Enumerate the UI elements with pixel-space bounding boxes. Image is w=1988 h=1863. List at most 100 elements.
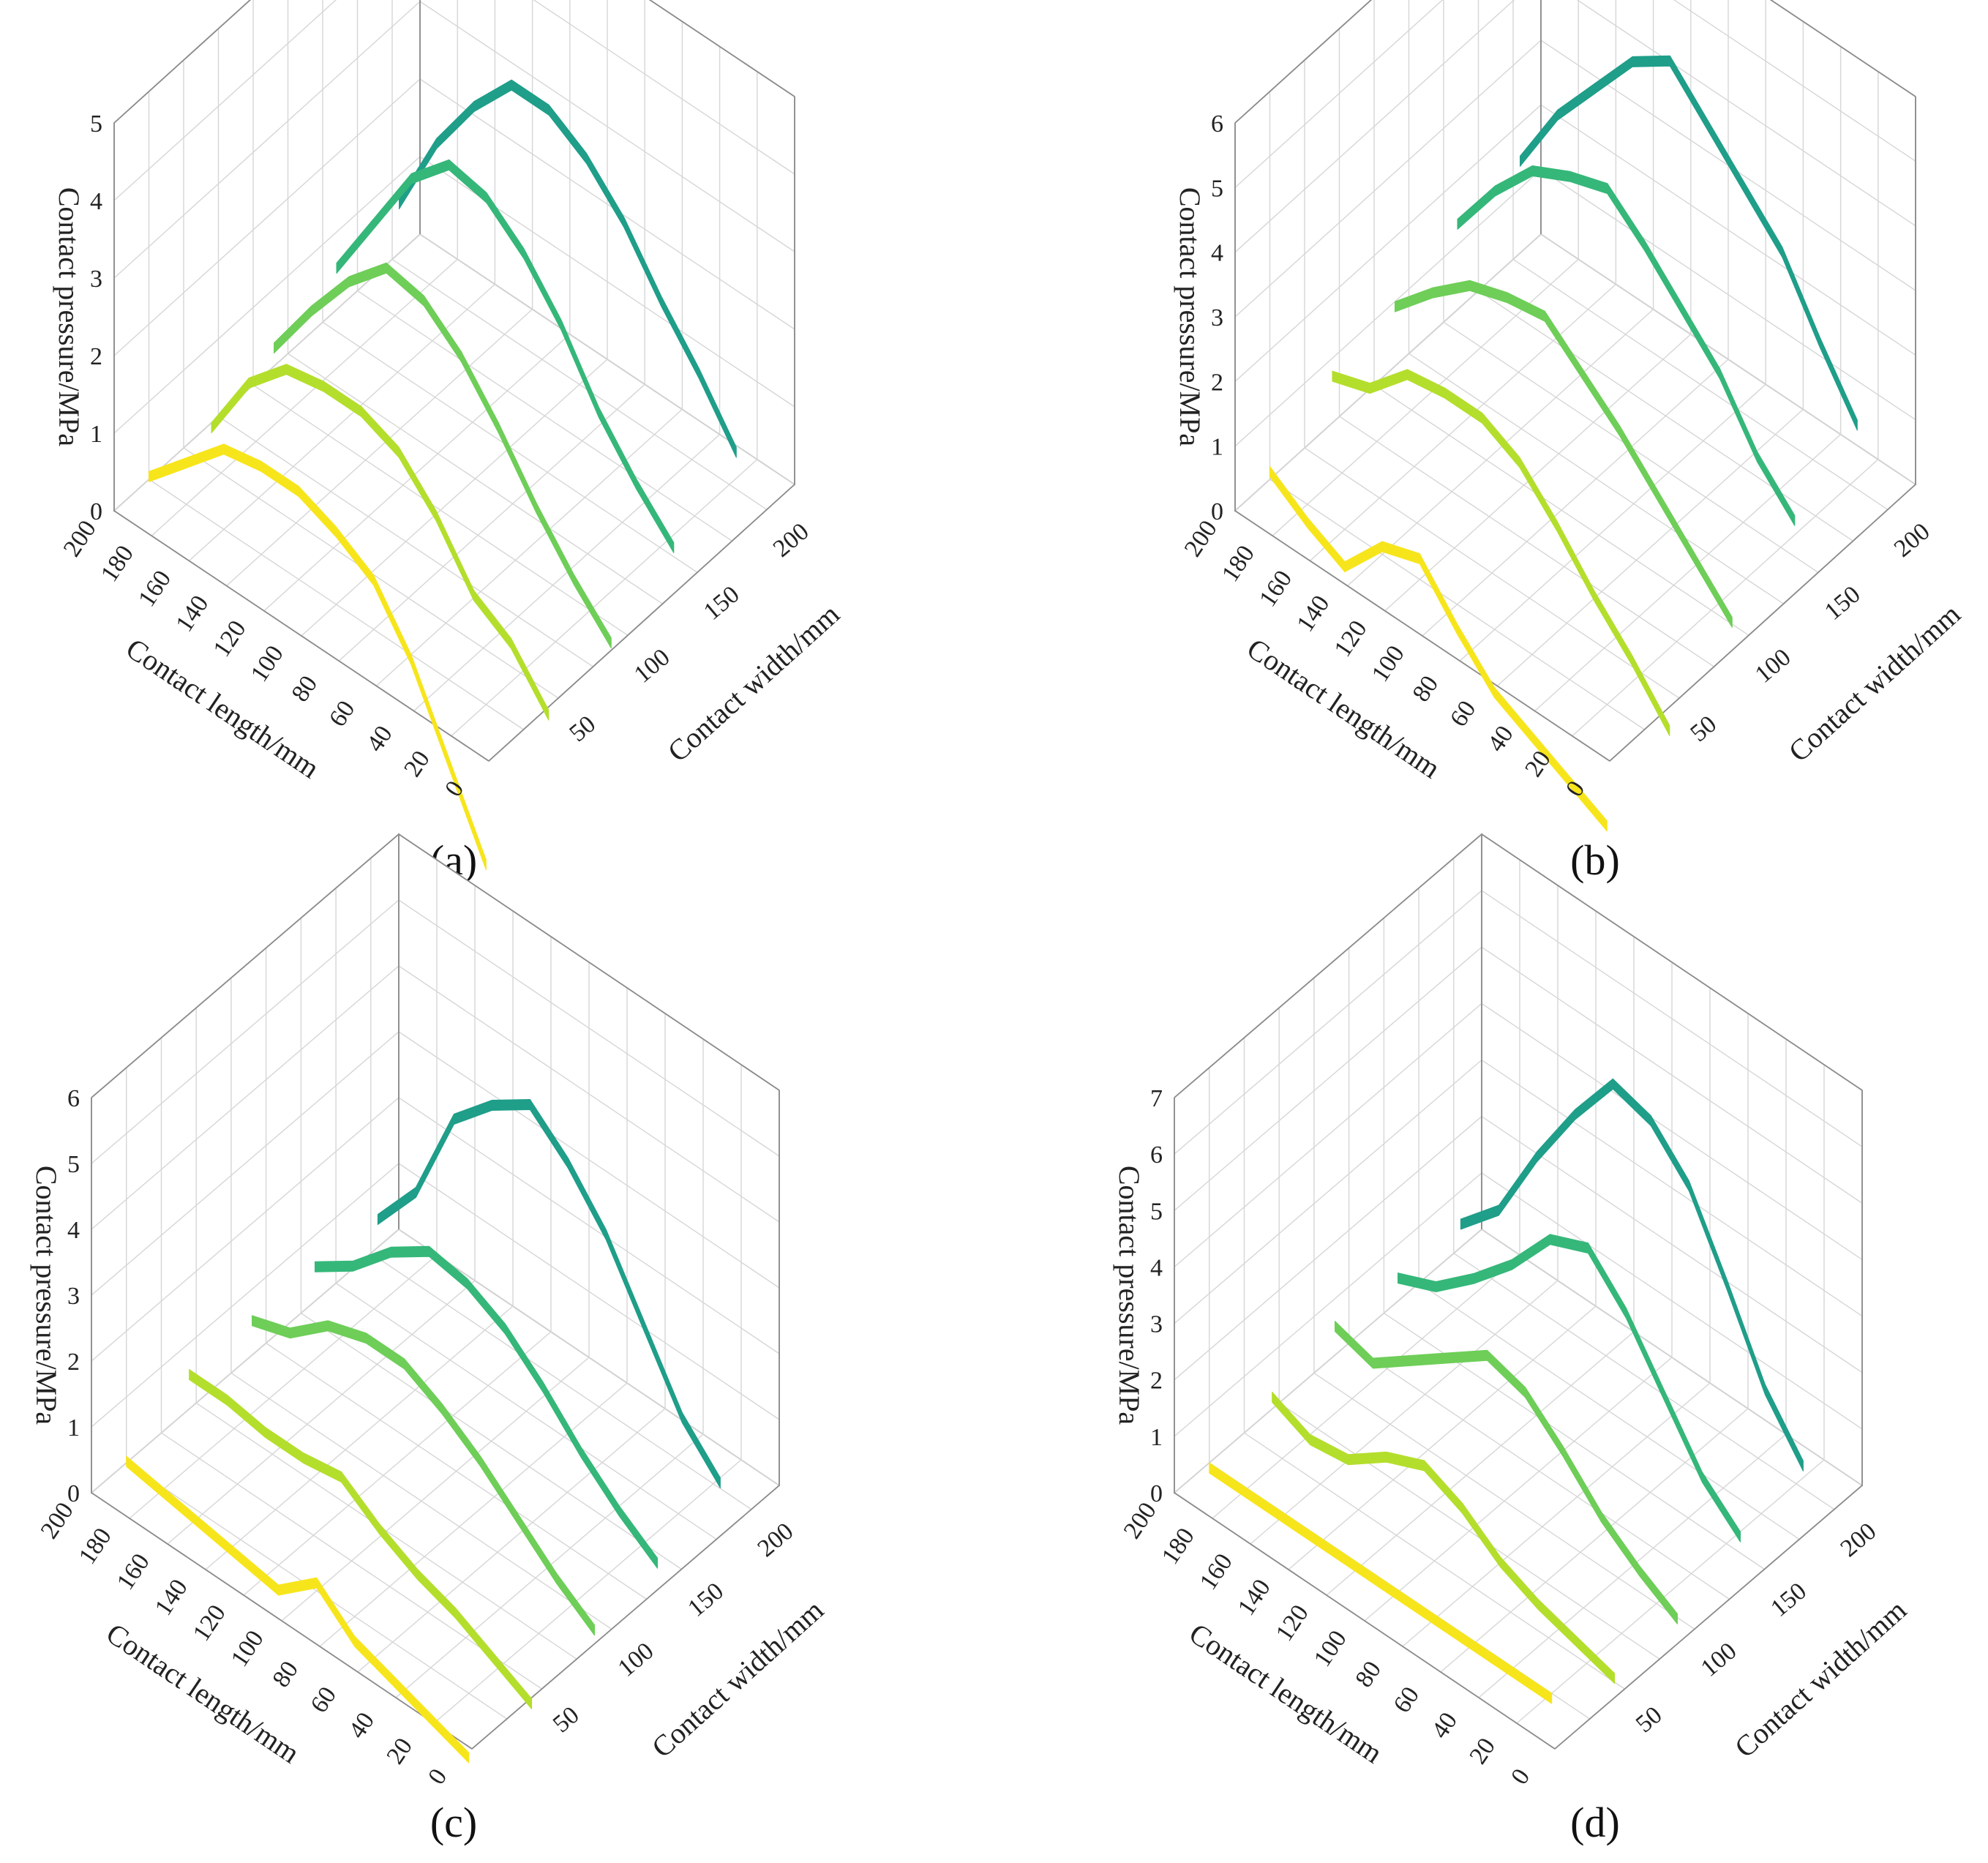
grid-line <box>91 1031 400 1296</box>
y-axis-title: Contact width/mm <box>645 1593 830 1763</box>
y-axis-title: Contact width/mm <box>661 597 846 768</box>
z-tick-label: 5 <box>1150 1198 1163 1225</box>
z-tick-label: 5 <box>67 1151 80 1178</box>
x-tick-label: 160 <box>1195 1549 1238 1595</box>
frame-edge <box>113 510 490 762</box>
y-axis-title: Contact width/mm <box>1782 597 1967 768</box>
ribbon-series-2 <box>1332 369 1670 736</box>
frame-edge <box>488 484 795 762</box>
z-axis-title: Contact pressure/MPa <box>1174 187 1207 447</box>
grid-line <box>1234 233 1542 511</box>
z-axis-title: Contact pressure/MPa <box>1113 1166 1146 1425</box>
x-tick-label: 120 <box>188 1600 231 1646</box>
ribbon-series-5 <box>399 79 737 458</box>
gridlines <box>91 833 780 1750</box>
z-axis-title: Contact pressure/MPa <box>53 187 86 447</box>
ribbon-series-1 <box>126 1455 470 1763</box>
grid-line <box>113 78 421 356</box>
x-tick-label: 160 <box>133 566 176 612</box>
grid-line <box>1402 1382 1711 1647</box>
grid-line <box>1326 1331 1635 1596</box>
x-tick-label: 20 <box>1520 746 1556 781</box>
grid-line <box>398 1097 780 1354</box>
y-tick-label: 200 <box>1836 1518 1882 1562</box>
z-axis-title: Contact pressure/MPa <box>30 1166 63 1425</box>
z-tick-label: 3 <box>67 1283 80 1310</box>
series-ribbons <box>149 79 737 871</box>
grid-line <box>1212 1254 1520 1519</box>
y-tick-label: 150 <box>1820 581 1866 626</box>
z-tick-label: 1 <box>1211 434 1223 461</box>
grid-line <box>1576 0 1916 227</box>
grid-line <box>419 1 795 252</box>
frame-edge <box>1481 833 1863 1091</box>
grid-line <box>1459 383 1766 661</box>
ribbon-series-4 <box>1457 165 1796 526</box>
frame-edge <box>113 0 252 124</box>
z-tick-label: 6 <box>1150 1142 1163 1169</box>
grid-line <box>1244 1432 1625 1690</box>
ribbon-series-4 <box>315 1245 658 1569</box>
grid-line <box>167 1280 476 1545</box>
grid-line <box>1373 384 1749 636</box>
frame-edge <box>1554 1485 1863 1750</box>
x-tick-label: 80 <box>1408 671 1444 707</box>
ribbon-series-5 <box>377 1099 721 1488</box>
grid-line <box>1174 1116 1482 1381</box>
x-tick-label: 140 <box>150 1575 193 1621</box>
grid-line <box>1453 1253 1835 1510</box>
y-tick-label: 50 <box>1631 1701 1668 1738</box>
z-tick-label: 5 <box>1211 175 1223 202</box>
y-tick-label: 200 <box>1889 518 1935 563</box>
z-tick-label: 0 <box>90 498 102 525</box>
axes-frame <box>1174 833 1863 1750</box>
x-tick-label: 100 <box>226 1626 269 1672</box>
x-tick-label: 40 <box>1426 1708 1463 1744</box>
grid-line <box>1440 1408 1749 1673</box>
grid-line <box>1481 890 1863 1147</box>
grid-line <box>391 258 768 510</box>
grid-line <box>1313 1372 1695 1630</box>
grid-line <box>1496 408 1804 686</box>
x-tick-label: 120 <box>1271 1600 1314 1646</box>
grid-line <box>1478 290 1853 541</box>
y-tick-label: 50 <box>548 1701 585 1738</box>
grid-line <box>91 965 400 1230</box>
panel-d: 0204060801001201401601802005010015020001… <box>1113 833 1913 1846</box>
frame-edge <box>398 833 780 1091</box>
grid-line <box>226 309 533 587</box>
grid-line <box>1174 1229 1482 1493</box>
panel-b: 0204060801001201401601802005010015020001… <box>1174 0 1967 884</box>
x-tick-label: 120 <box>208 615 251 661</box>
grid-line <box>113 0 337 201</box>
axes-panes <box>90 833 781 1750</box>
grid-line <box>335 1283 717 1540</box>
grid-line <box>91 1097 400 1362</box>
grid-line <box>1481 1172 1863 1430</box>
x-tick-label: 180 <box>96 541 139 587</box>
ribbon-series-5 <box>1460 1078 1804 1472</box>
ribbon-series-2 <box>189 1369 533 1709</box>
ribbon-series-4 <box>336 159 675 553</box>
grid-line <box>1278 1402 1660 1660</box>
grid-line <box>195 1402 577 1660</box>
grid-line <box>1349 1342 1730 1600</box>
z-tick-label: 3 <box>1150 1311 1163 1338</box>
grid-line <box>149 479 524 730</box>
frame-edge <box>1769 0 1916 97</box>
y-tick-label: 150 <box>683 1578 729 1622</box>
grid-line <box>230 1372 612 1630</box>
z-tick-label: 1 <box>90 421 102 448</box>
grid-line <box>1269 479 1645 730</box>
grid-line <box>1516 1459 1825 1724</box>
x-tick-label: 20 <box>381 1733 418 1769</box>
z-tick-label: 2 <box>67 1349 80 1376</box>
grid-line <box>252 384 629 636</box>
y-tick-label: 200 <box>768 518 814 563</box>
grid-line <box>301 359 608 637</box>
ribbon-series-2 <box>1272 1391 1616 1684</box>
grid-line <box>398 899 780 1157</box>
grid-line <box>1572 459 1879 737</box>
grid-line <box>433 1459 742 1724</box>
grid-line <box>1174 890 1482 1155</box>
